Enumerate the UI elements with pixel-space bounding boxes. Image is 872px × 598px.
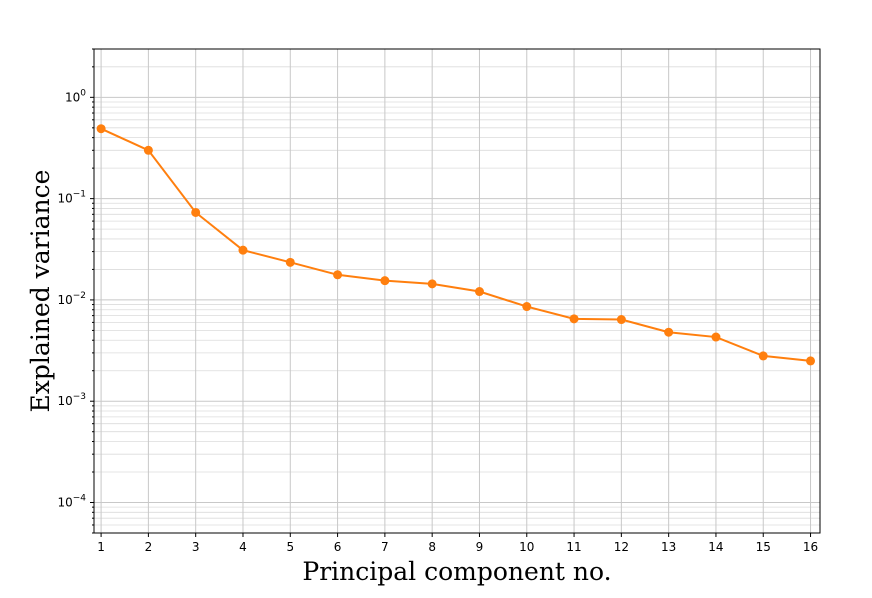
x-tick-label: 8 xyxy=(428,540,436,554)
y-tick-label: 10−2 xyxy=(57,291,86,307)
x-tick-label: 14 xyxy=(708,540,723,554)
data-point xyxy=(806,356,816,366)
x-tick-label: 9 xyxy=(476,540,484,554)
x-tick-label: 10 xyxy=(519,540,534,554)
x-tick-label: 3 xyxy=(192,540,200,554)
data-point xyxy=(96,124,106,134)
series-line xyxy=(100,127,811,362)
grid xyxy=(94,48,820,534)
y-tick-label: 100 xyxy=(65,88,86,104)
data-point xyxy=(474,287,484,297)
data-point xyxy=(758,351,768,361)
data-point xyxy=(427,279,437,289)
y-tick-label: 10−1 xyxy=(57,190,86,206)
data-point xyxy=(238,245,248,255)
y-axis-ticks: 10−4 10−3 10−2 10−1 100 xyxy=(57,48,94,534)
x-tick-label: 12 xyxy=(614,540,629,554)
data-point xyxy=(285,257,295,267)
data-point xyxy=(333,270,343,280)
x-tick-label: 15 xyxy=(756,540,771,554)
data-point xyxy=(522,302,532,312)
y-tick-label: 10−3 xyxy=(57,392,86,408)
data-point xyxy=(191,207,201,217)
data-point xyxy=(616,315,626,325)
data-point xyxy=(664,327,674,337)
x-axis-ticks: 1 2 3 4 5 6 7 8 9 10 11 12 13 14 15 16 xyxy=(97,533,818,554)
x-tick-label: 5 xyxy=(286,540,294,554)
x-tick-label: 16 xyxy=(803,540,818,554)
x-tick-label: 1 xyxy=(97,540,105,554)
data-point xyxy=(711,332,721,342)
x-tick-label: 11 xyxy=(566,540,581,554)
y-tick-label: 10−4 xyxy=(57,494,86,510)
data-point xyxy=(569,314,579,324)
x-tick-label: 2 xyxy=(145,540,153,554)
x-tick-label: 4 xyxy=(239,540,247,554)
data-points xyxy=(96,124,816,366)
x-axis-title: Principal component no. xyxy=(302,557,611,586)
x-tick-label: 13 xyxy=(661,540,676,554)
plot-frame xyxy=(93,48,821,534)
x-tick-label: 7 xyxy=(381,540,389,554)
y-axis-title: Explained variance xyxy=(26,170,55,413)
x-tick-label: 6 xyxy=(334,540,342,554)
data-point xyxy=(380,276,390,286)
data-point xyxy=(143,145,153,155)
